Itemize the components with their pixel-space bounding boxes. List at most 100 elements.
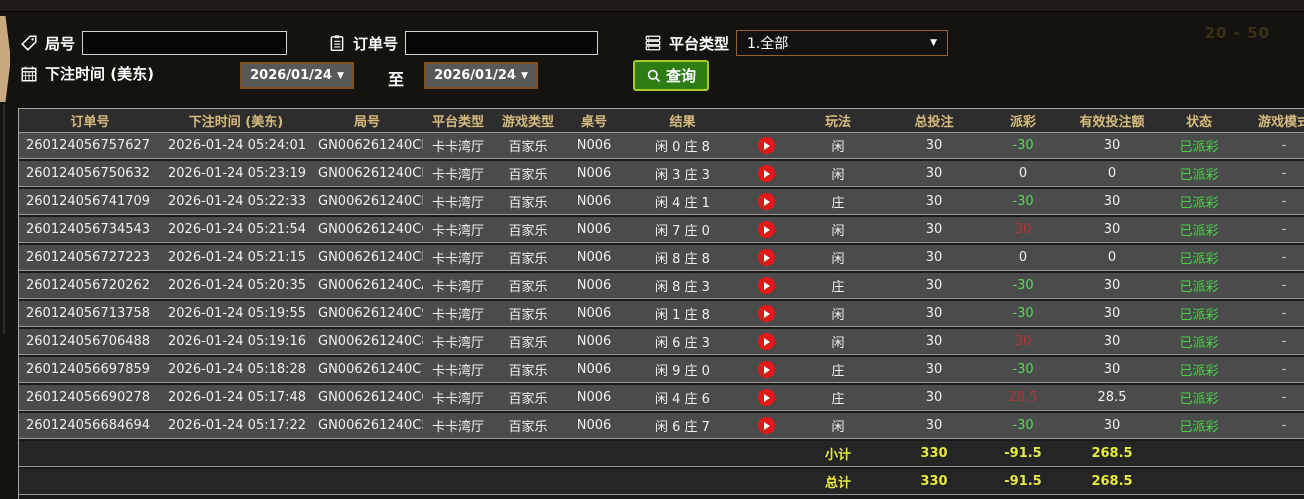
cell-round-no: GN006261240CF <box>318 138 423 153</box>
cell-payout: 30 <box>1014 222 1032 237</box>
search-button[interactable]: 查询 <box>633 60 709 91</box>
replay-button[interactable] <box>740 305 792 322</box>
cell-payout: 0 <box>1018 250 1028 265</box>
cell-platform: 卡卡湾厅 <box>431 196 484 211</box>
cell-valid-bet: 30 <box>1103 334 1121 349</box>
cell-payout: -30 <box>1012 306 1034 321</box>
cell-table-no: N006 <box>576 362 612 377</box>
cell-table-no: N006 <box>576 390 612 405</box>
cell-game-type: 百家乐 <box>508 252 548 267</box>
cell-table-no: N006 <box>576 306 612 321</box>
cell-result: 闲 3 庄 3 <box>655 168 710 183</box>
platform-select[interactable]: 1.全部 ▼ <box>736 30 949 56</box>
play-icon[interactable] <box>757 417 775 434</box>
cell-play: 闲 <box>831 252 845 267</box>
cell-status: 已派彩 <box>1179 364 1219 379</box>
play-icon[interactable] <box>757 333 775 350</box>
cell-game-mode: - <box>1281 418 1287 433</box>
replay-button[interactable] <box>740 333 792 350</box>
replay-button[interactable] <box>740 221 792 238</box>
cell-valid-bet: 0 <box>1107 166 1117 181</box>
cell-total-bet: 30 <box>925 390 943 405</box>
replay-button[interactable] <box>740 361 792 378</box>
cell-play: 庄 <box>831 364 845 379</box>
play-icon[interactable] <box>757 137 775 154</box>
cell-round-no: GN006261240CC <box>318 222 423 237</box>
cell-table-no: N006 <box>576 418 612 433</box>
cell-payout: 0 <box>1018 166 1028 181</box>
replay-button[interactable] <box>740 193 792 210</box>
play-icon[interactable] <box>757 221 775 238</box>
play-icon[interactable] <box>757 193 775 210</box>
cell-status: 已派彩 <box>1179 280 1219 295</box>
cell-table-no: N006 <box>576 250 612 265</box>
search-icon <box>646 68 662 84</box>
date-to-select[interactable]: 2026/01/24 ▼ <box>424 62 538 89</box>
cell-valid-bet: 30 <box>1103 138 1121 153</box>
round-input[interactable] <box>82 31 288 55</box>
cell-game-mode: - <box>1281 138 1287 153</box>
header-play: 玩法 <box>824 115 851 130</box>
table-row: 260124056757627 2026-01-24 05:24:01 GN00… <box>19 133 1304 159</box>
cell-valid-bet: 30 <box>1103 278 1121 293</box>
cell-game-type: 百家乐 <box>508 168 548 183</box>
platform-label: 平台类型 <box>669 34 730 53</box>
cell-platform: 卡卡湾厅 <box>431 308 484 323</box>
cell-valid-bet: 30 <box>1103 194 1121 209</box>
cell-bet-time: 2026-01-24 05:20:35 <box>168 278 307 293</box>
sidebar-collapse-handle[interactable] <box>0 16 10 102</box>
cell-status: 已派彩 <box>1179 196 1219 211</box>
server-stack-icon <box>644 34 662 52</box>
cell-order-no: 260124056727223 <box>26 250 151 265</box>
cell-bet-time: 2026-01-24 05:21:15 <box>168 250 307 265</box>
header-round: 局号 <box>353 115 380 130</box>
replay-button[interactable] <box>740 417 792 434</box>
play-icon[interactable] <box>757 277 775 294</box>
cell-play: 庄 <box>831 196 845 211</box>
table-row: 260124056697859 2026-01-24 05:18:28 GN00… <box>19 357 1304 383</box>
replay-button[interactable] <box>740 389 792 406</box>
replay-button[interactable] <box>740 277 792 294</box>
cell-play: 闲 <box>831 168 845 183</box>
cell-play: 庄 <box>831 392 845 407</box>
date-from-value: 2026/01/24 <box>250 68 332 83</box>
cell-round-no: GN006261240C9 <box>318 306 423 321</box>
cell-status: 已派彩 <box>1179 224 1219 239</box>
cell-payout: 30 <box>1014 334 1032 349</box>
cell-round-no: GN006261240CD <box>318 194 423 209</box>
date-from-select[interactable]: 2026/01/24 ▼ <box>240 62 354 89</box>
cell-bet-time: 2026-01-24 05:21:54 <box>168 222 307 237</box>
cell-result: 闲 4 庄 6 <box>655 392 710 407</box>
cell-round-no: GN006261240C6 <box>318 390 423 405</box>
cell-order-no: 260124056741709 <box>26 194 151 209</box>
play-icon[interactable] <box>757 305 775 322</box>
play-icon[interactable] <box>757 165 775 182</box>
order-input[interactable] <box>405 31 599 55</box>
replay-button[interactable] <box>740 165 792 182</box>
cell-total-bet: 30 <box>925 278 943 293</box>
cell-order-no: 260124056750632 <box>26 166 151 181</box>
cell-valid-bet: 30 <box>1103 306 1121 321</box>
cell-game-mode: - <box>1281 278 1287 293</box>
table-row: 260124056727223 2026-01-24 05:21:15 GN00… <box>19 245 1304 271</box>
cell-total-bet: 30 <box>925 306 943 321</box>
order-label: 订单号 <box>353 34 399 53</box>
play-icon[interactable] <box>757 249 775 266</box>
cell-status: 已派彩 <box>1179 168 1219 183</box>
play-icon[interactable] <box>757 361 775 378</box>
cell-valid-bet: 30 <box>1103 362 1121 377</box>
total-label: 总计 <box>824 476 851 491</box>
cell-bet-time: 2026-01-24 05:17:48 <box>168 390 307 405</box>
cell-result: 闲 1 庄 8 <box>655 308 710 323</box>
replay-button[interactable] <box>740 249 792 266</box>
replay-button[interactable] <box>740 137 792 154</box>
header-status: 状态 <box>1185 115 1212 130</box>
play-icon[interactable] <box>757 389 775 406</box>
cell-platform: 卡卡湾厅 <box>431 140 484 155</box>
cell-game-type: 百家乐 <box>508 364 548 379</box>
cell-round-no: GN006261240CB <box>318 250 423 265</box>
table-row: 260124056750632 2026-01-24 05:23:19 GN00… <box>19 161 1304 187</box>
cell-play: 闲 <box>831 336 845 351</box>
cell-game-type: 百家乐 <box>508 392 548 407</box>
cell-table-no: N006 <box>576 138 612 153</box>
